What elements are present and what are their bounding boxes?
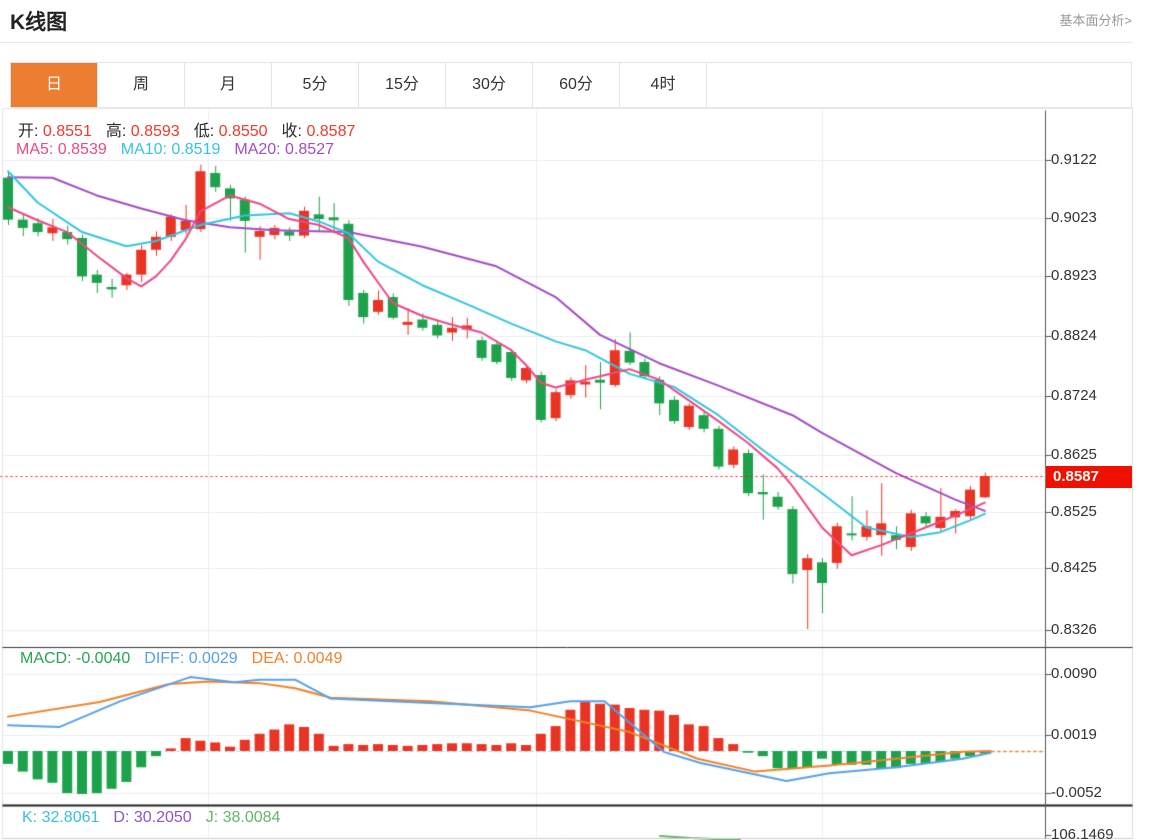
macd-axis-label: -0.0052 xyxy=(1051,784,1102,801)
price-axis-label: 0.9023 xyxy=(1051,209,1097,226)
kdj-axis-label: 106.1469 xyxy=(1051,826,1114,840)
price-axis-label: 0.8326 xyxy=(1051,621,1097,638)
legend-item: K: 32.8061 xyxy=(22,809,100,826)
price-axis-label: 0.8425 xyxy=(1051,559,1097,576)
price-axis-label: 0.8923 xyxy=(1051,267,1097,284)
title-divider xyxy=(0,42,1132,43)
legend-item: MA10: 0.8519 xyxy=(120,141,221,158)
legend-item: DIFF: 0.0029 xyxy=(144,650,238,667)
price-axis-label: 0.8625 xyxy=(1051,446,1097,463)
tab-60分[interactable]: 60分 xyxy=(533,63,620,107)
legend-item: DEA: 0.0049 xyxy=(251,650,343,667)
legend-item: MA5: 0.8539 xyxy=(16,141,107,158)
fundamental-analysis-link[interactable]: 基本面分析> xyxy=(1059,13,1132,28)
price-axis-label: 0.9122 xyxy=(1051,151,1097,168)
tab-日[interactable]: 日 xyxy=(11,63,98,107)
price-axis-label: 0.8824 xyxy=(1051,327,1097,344)
tab-周[interactable]: 周 xyxy=(98,63,185,107)
tab-4时[interactable]: 4时 xyxy=(620,63,707,107)
ma-legend: MA5: 0.8539 MA10: 0.8519 MA20: 0.8527 xyxy=(16,141,348,159)
ohlc-legend: 开: 0.8551 高: 0.8593 低: 0.8550 收: 0.8587 xyxy=(18,117,369,141)
macd-axis-label: 0.0019 xyxy=(1051,726,1097,743)
legend-item: 低: 0.8550 xyxy=(193,123,268,140)
price-axis-label: 0.8724 xyxy=(1051,387,1097,404)
macd-axis-label: 0.0090 xyxy=(1051,665,1097,682)
legend-item: 收: 0.8587 xyxy=(281,123,356,140)
tab-月[interactable]: 月 xyxy=(185,63,272,107)
price-axis-label: 0.8525 xyxy=(1051,503,1097,520)
tab-30分[interactable]: 30分 xyxy=(446,63,533,107)
tab-15分[interactable]: 15分 xyxy=(359,63,446,107)
legend-item: J: 38.0084 xyxy=(205,809,281,826)
legend-item: MACD: -0.0040 xyxy=(20,650,131,667)
page-title: K线图 xyxy=(10,11,68,34)
legend-item: D: 30.2050 xyxy=(113,809,192,826)
legend-item: MA20: 0.8527 xyxy=(234,141,334,158)
legend-item: 开: 0.8551 xyxy=(18,123,92,140)
macd-legend: MACD: -0.0040 DIFF: 0.0029 DEA: 0.0049 xyxy=(20,650,356,668)
kdj-legend: K: 32.8061 D: 30.2050 J: 38.0084 xyxy=(22,809,294,827)
period-tab-bar: 日周月 5分 15分 30分 60分 4时 xyxy=(10,62,1132,108)
legend-item: 高: 0.8593 xyxy=(105,123,180,140)
last-price-badge: 0.8587 xyxy=(1046,466,1132,488)
tab-5分[interactable]: 5分 xyxy=(272,63,359,107)
